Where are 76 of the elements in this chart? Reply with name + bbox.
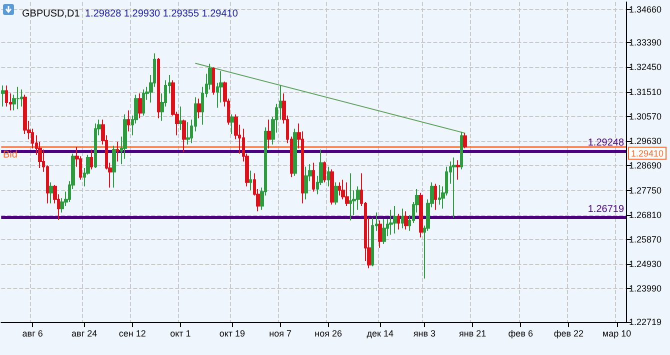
x-tick-label: сен 12: [118, 328, 146, 338]
candlestick: [127, 110, 130, 132]
candlestick: [142, 88, 145, 116]
candlestick: [20, 88, 23, 107]
x-tick-label: фев 22: [554, 328, 584, 338]
candlestick: [393, 205, 397, 234]
candlestick: [312, 162, 315, 192]
candlestick: [94, 122, 97, 169]
candlestick: [116, 141, 119, 162]
y-tick-label: 1.26810: [629, 210, 662, 220]
x-tick-label: фев 6: [508, 328, 533, 338]
x-tick-label: ноя 26: [314, 328, 342, 338]
candlestick: [49, 182, 53, 204]
candlestick: [304, 166, 308, 200]
candlestick: [438, 184, 441, 206]
candlestick: [419, 192, 423, 238]
candlestick: [16, 86, 20, 110]
candlestick: [249, 170, 252, 191]
candlestick: [293, 128, 297, 176]
y-tick-label: 1.28690: [629, 160, 662, 171]
x-tick-label: янв 3: [413, 328, 436, 338]
y-tick-label: 1.23990: [629, 284, 662, 294]
candlestick: [182, 119, 186, 153]
x-tick-label: авг 6: [22, 328, 43, 338]
candlestick: [1, 85, 5, 107]
candlestick: [345, 182, 349, 206]
y-tick-label: 1.29630: [629, 136, 662, 146]
candlestick: [197, 98, 201, 119]
candlestick: [90, 149, 93, 170]
candlestick: [5, 85, 8, 107]
candlestick: [463, 132, 467, 149]
candlestick: [330, 168, 334, 206]
y-tick-label: 1.31510: [629, 86, 662, 97]
ref-line-label: 1.26719: [588, 204, 624, 215]
y-tick-label: 1.27750: [629, 185, 662, 196]
candlestick: [404, 210, 408, 230]
candlestick: [327, 166, 330, 187]
candlestick: [267, 119, 271, 149]
ref-line-label: 1.29248: [588, 138, 624, 149]
candlestick: [460, 131, 463, 170]
x-tick-label: окт 1: [170, 328, 191, 338]
y-tick-label: 1.22719: [629, 317, 662, 327]
candlestick: [212, 66, 215, 96]
text: 1.29828 1.29930 1.29355 1.29410: [85, 8, 238, 20]
text: 1.29410: [631, 148, 664, 158]
candlestick: [456, 160, 460, 180]
candlestick: [378, 220, 382, 248]
candlestick: [186, 122, 190, 145]
text: GBPUSD,D1: [22, 8, 80, 20]
y-tick-label: 1.24930: [629, 259, 662, 270]
candlestick: [323, 160, 326, 183]
x-tick-label: мар 10: [602, 328, 632, 338]
y-tick-label: 1.32450: [629, 62, 662, 72]
candlestick: [157, 58, 160, 119]
x-tick-label: ноя 7: [269, 328, 292, 338]
x-tick-label: окт 19: [219, 328, 246, 338]
candlestick: [382, 218, 386, 244]
candlestick: [112, 145, 116, 188]
x-tick-label: дек 14: [366, 328, 394, 338]
candlestick: [401, 208, 404, 229]
candlestick: [230, 114, 234, 134]
candlestick: [179, 106, 182, 131]
candlestick: [452, 157, 456, 218]
candlestick: [434, 183, 437, 210]
y-tick-label: 1.25870: [629, 234, 662, 244]
y-tick-label: 1.34660: [629, 4, 662, 14]
candlestick: [397, 213, 400, 230]
candlestick: [334, 182, 338, 206]
candlestick: [138, 92, 142, 119]
candlestick: [389, 209, 393, 236]
y-tick-label: 1.30570: [629, 111, 662, 122]
candlestick: [349, 172, 352, 221]
x-tick-label: янв 21: [458, 328, 486, 338]
candlestick: [338, 182, 341, 196]
x-tick-label: авг 24: [72, 328, 98, 338]
y-tick-label: 1.33390: [629, 38, 662, 48]
